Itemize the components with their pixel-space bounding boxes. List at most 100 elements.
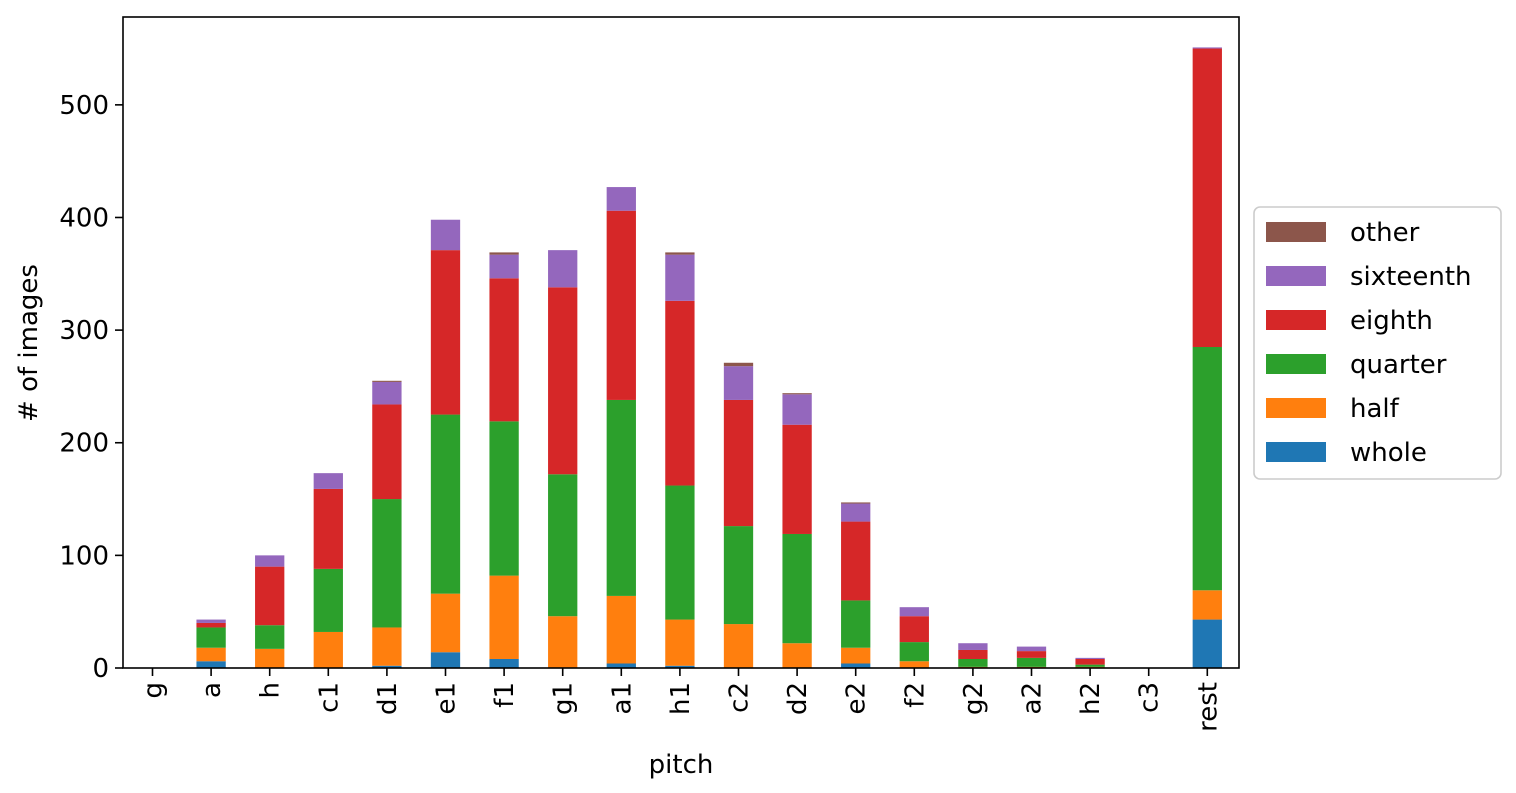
bar-eighth-a <box>196 622 226 628</box>
legend-swatch-sixteenth <box>1266 266 1326 286</box>
bar-half-f1 <box>489 575 519 659</box>
y-tick-label: 400 <box>59 203 109 233</box>
x-tick-label: c1 <box>314 682 344 713</box>
bar-eighth-h1 <box>665 300 695 486</box>
bar-eighth-c2 <box>723 399 754 527</box>
bar-eighth-e2 <box>841 521 871 601</box>
legend-label-sixteenth: sixteenth <box>1350 262 1472 292</box>
y-tick-label: 100 <box>59 541 109 571</box>
x-tick-label: e2 <box>842 682 872 715</box>
bar-half-d2 <box>782 643 812 668</box>
legend-label-whole: whole <box>1350 438 1427 468</box>
bar-half-c2 <box>723 624 754 668</box>
bar-eighth-e1 <box>430 250 461 415</box>
bar-eighth-h <box>255 566 285 626</box>
y-tick-label: 500 <box>59 91 109 121</box>
legend: other sixteenth eighth quarter half whole <box>1253 206 1502 480</box>
legend-swatch-eighth <box>1266 310 1326 330</box>
x-tick-label: c3 <box>1135 682 1165 713</box>
bar-other-f1 <box>489 252 519 255</box>
bar-sixteenth-g2 <box>958 643 988 650</box>
x-tick-label: d1 <box>373 682 403 715</box>
bar-sixteenth-c2 <box>723 366 754 400</box>
bar-sixteenth-d1 <box>372 381 402 405</box>
y-tick-label: 0 <box>92 654 109 684</box>
x-tick-label: c2 <box>725 682 755 713</box>
bar-sixteenth-h1 <box>665 254 695 301</box>
legend-swatch-half <box>1266 398 1326 418</box>
bar-eighth-f1 <box>489 278 519 422</box>
bar-eighth-g2 <box>958 649 988 659</box>
bar-whole-f1 <box>489 658 519 668</box>
x-tick-label: g <box>139 682 169 699</box>
legend-label-quarter: quarter <box>1350 350 1447 380</box>
bar-sixteenth-d2 <box>782 394 812 425</box>
bar-quarter-a2 <box>1016 657 1047 667</box>
bar-half-h <box>255 648 285 668</box>
bar-eighth-d1 <box>372 404 402 500</box>
bar-half-e2 <box>841 647 871 664</box>
bar-other-e2 <box>841 502 871 504</box>
bar-half-d1 <box>372 627 402 666</box>
x-tick-label: g2 <box>959 682 989 715</box>
bar-quarter-f1 <box>489 421 519 576</box>
legend-label-half: half <box>1350 394 1400 424</box>
bar-sixteenth-a <box>196 619 226 623</box>
bar-eighth-g1 <box>548 287 578 475</box>
x-tick-label: g1 <box>549 682 579 715</box>
bar-other-d1 <box>372 380 402 382</box>
bar-quarter-h1 <box>665 485 695 620</box>
bar-half-g1 <box>548 616 578 668</box>
bar-eighth-a1 <box>606 210 636 400</box>
x-tick-label: h2 <box>1076 682 1106 715</box>
bar-half-a1 <box>606 595 636 664</box>
legend-swatch-quarter <box>1266 354 1326 374</box>
bar-other-h1 <box>665 252 695 255</box>
x-tick-label: h1 <box>666 682 696 715</box>
x-axis-label: pitch <box>649 750 714 780</box>
x-tick-label: a2 <box>1018 682 1048 714</box>
y-axis-label: # of images <box>14 264 44 422</box>
legend-swatch-whole <box>1266 442 1326 462</box>
bar-sixteenth-f2 <box>899 607 929 617</box>
x-tick-label: rest <box>1193 682 1223 732</box>
bar-half-a <box>196 647 226 662</box>
plot-frame <box>122 16 1240 669</box>
bar-eighth-c1 <box>313 488 343 569</box>
bar-sixteenth-a1 <box>606 187 636 211</box>
bar-sixteenth-h <box>255 555 285 567</box>
bar-whole-e1 <box>430 652 461 668</box>
x-tick-label: f2 <box>900 682 930 708</box>
bar-quarter-d1 <box>372 499 402 628</box>
x-tick-label: e1 <box>432 682 462 715</box>
bar-quarter-c1 <box>313 568 343 632</box>
bar-quarter-f2 <box>899 642 929 662</box>
bars-group <box>196 47 1222 668</box>
bar-half-c1 <box>313 631 343 668</box>
bar-whole-d1 <box>372 665 402 668</box>
bar-whole-e2 <box>841 663 871 668</box>
bar-sixteenth-a2 <box>1016 646 1047 652</box>
bar-other-d2 <box>782 393 812 395</box>
bar-eighth-h2 <box>1075 658 1105 665</box>
bar-half-f2 <box>899 661 929 668</box>
x-tick-label: d2 <box>783 682 813 715</box>
bar-whole-a1 <box>606 663 636 668</box>
bar-quarter-rest <box>1192 347 1222 591</box>
bar-eighth-a2 <box>1016 651 1047 658</box>
bar-quarter-e2 <box>841 600 871 648</box>
x-axis: g a h c1 d1 e1 f1 g1 a1 h1 c2 d2 e2 f2 g2 a2 h2 c3 rest <box>139 668 1223 732</box>
bar-other-c2 <box>723 362 754 367</box>
bar-sixteenth-g1 <box>548 250 578 288</box>
x-tick-label: a <box>197 682 227 698</box>
bar-half-rest <box>1192 590 1222 620</box>
bar-sixteenth-e1 <box>430 219 461 251</box>
bar-eighth-f2 <box>899 616 929 643</box>
y-tick-label: 200 <box>59 429 109 459</box>
x-tick-label: a1 <box>607 682 637 714</box>
bar-half-h1 <box>665 619 695 666</box>
bar-sixteenth-h2 <box>1075 657 1105 659</box>
bar-eighth-rest <box>1192 48 1222 348</box>
y-axis: 0 100 200 300 400 500 <box>59 91 123 684</box>
